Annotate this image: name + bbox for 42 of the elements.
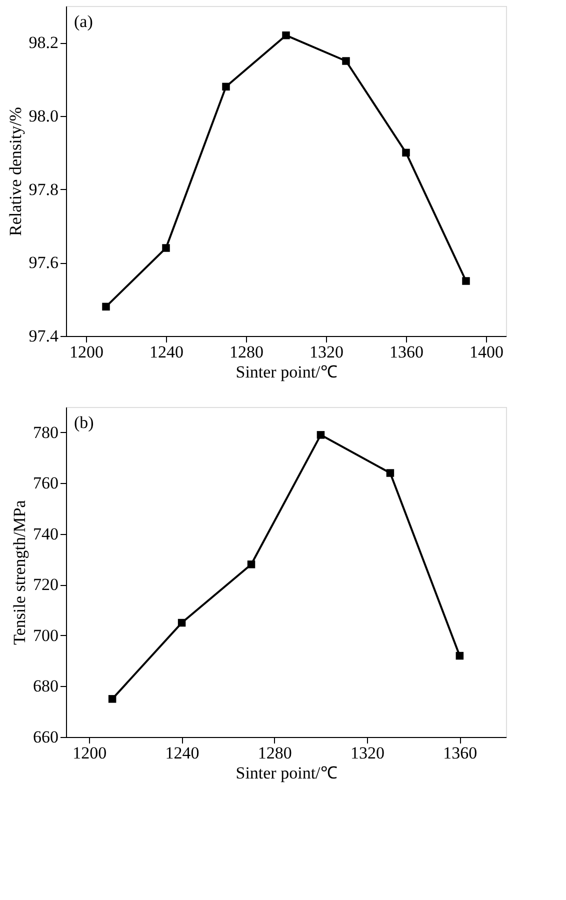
point [456, 652, 464, 660]
x-tick-label: 1360 [443, 744, 478, 762]
point [316, 431, 325, 439]
y-tick-label: 97.6 [28, 253, 58, 272]
annotation: (b) [74, 413, 94, 432]
y-tick-label: 740 [33, 524, 58, 544]
point [342, 57, 350, 65]
x-axis-title: Sinter point/℃ [236, 362, 338, 382]
x-tick-label: 1240 [150, 342, 184, 362]
y-tick-label: 720 [33, 575, 58, 594]
y-tick-label: 98.2 [28, 33, 58, 52]
point [402, 148, 410, 157]
point [222, 82, 230, 91]
y-tick-label: 700 [33, 626, 58, 645]
point [247, 560, 256, 568]
y-tick-label: 660 [33, 728, 58, 746]
x-tick-label: 1360 [390, 342, 424, 362]
y-tick-label: 760 [33, 474, 58, 493]
x-axis-title: Sinter point/℃ [236, 764, 338, 782]
y-tick-label: 98.0 [28, 106, 58, 126]
point [386, 469, 394, 477]
x-tick-label: 1240 [165, 744, 200, 762]
point [282, 31, 290, 40]
y-axis-title: Relative density/% [6, 107, 25, 236]
x-tick-label: 1320 [310, 342, 344, 362]
y-tick-label: 680 [33, 676, 58, 696]
x-tick-label: 1320 [350, 744, 385, 762]
y-axis-title: Tensile strength/MPa [10, 500, 29, 645]
point [108, 695, 116, 703]
x-tick-label: 1200 [72, 744, 107, 762]
point [102, 302, 110, 311]
y-tick-label: 97.8 [28, 180, 58, 199]
y-tick-label: 97.4 [28, 326, 59, 346]
x-tick-label: 1400 [470, 342, 504, 362]
annotation: (a) [74, 12, 93, 31]
x-tick-label: 1280 [230, 342, 264, 362]
point [162, 244, 170, 252]
point [178, 618, 186, 627]
y-tick-label: 780 [33, 422, 58, 442]
x-tick-label: 1200 [70, 342, 104, 362]
point [462, 277, 470, 285]
x-tick-label: 1280 [258, 744, 292, 762]
